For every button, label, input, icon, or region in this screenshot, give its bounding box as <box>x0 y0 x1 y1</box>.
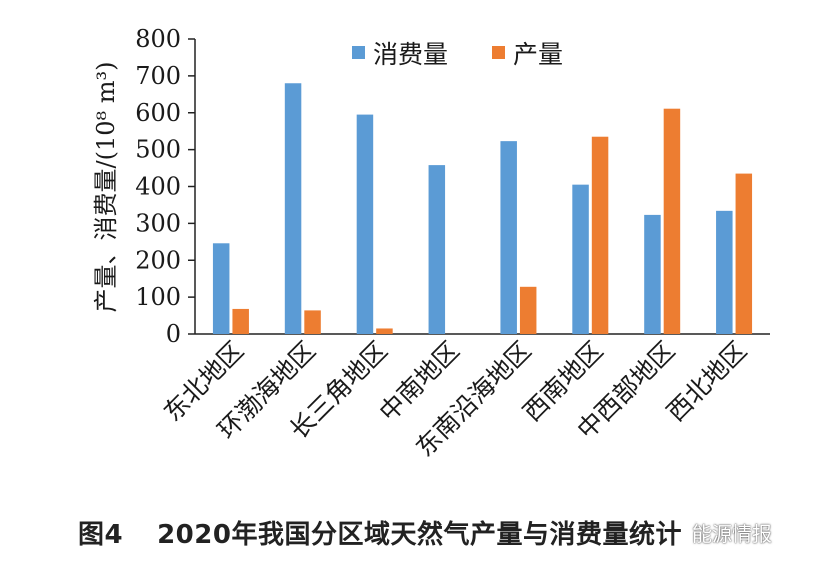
y-axis: 0 100 200 300 400 500 600 700 800 <box>135 25 196 348</box>
figure-label: 图4 <box>78 520 124 550</box>
legend-label: 产量 <box>513 40 563 69</box>
bar-consumption <box>644 214 661 334</box>
y-axis-label: 产量、消费量/(10⁸ m³) <box>92 62 120 313</box>
y-tick-label: 300 <box>135 209 181 237</box>
y-tick-label: 500 <box>135 136 181 164</box>
bar-production <box>232 308 249 334</box>
bar-production <box>663 108 681 334</box>
y-tick-label: 700 <box>135 62 181 90</box>
bar-consumption <box>716 210 733 334</box>
y-tick-label: 800 <box>135 25 181 53</box>
x-tick-label: 西北地区 <box>661 336 752 427</box>
bar-consumption <box>428 165 446 334</box>
figure-title: 2020年我国分区域天然气产量与消费量统计 <box>157 520 682 550</box>
bar-consumption <box>572 184 589 334</box>
bar-production <box>735 173 753 334</box>
y-tick-label: 0 <box>166 320 181 348</box>
y-tick-label: 600 <box>135 99 181 127</box>
bar-chart: 0 100 200 300 400 500 600 700 800 东北地区环渤海地区长三角地区… <box>92 25 770 462</box>
watermark-text: 能源情报 <box>692 522 772 546</box>
bars <box>212 83 753 334</box>
bar-consumption <box>500 141 517 334</box>
y-tick-label: 400 <box>135 173 181 201</box>
bar-production <box>376 328 393 334</box>
legend-swatch <box>352 46 365 59</box>
figure-caption: 图4 2020年我国分区域天然气产量与消费量统计 <box>78 514 798 551</box>
y-tick-label: 200 <box>135 246 181 274</box>
bar-production <box>591 136 609 334</box>
legend: 消费量 产量 <box>352 40 563 69</box>
legend-label: 消费量 <box>373 40 448 69</box>
bar-production <box>304 310 321 334</box>
bar-consumption <box>356 114 374 334</box>
y-tick-label: 100 <box>135 283 181 311</box>
bar-production <box>519 286 537 334</box>
bar-consumption <box>212 243 230 334</box>
legend-swatch <box>492 46 505 59</box>
bar-consumption <box>284 83 302 334</box>
